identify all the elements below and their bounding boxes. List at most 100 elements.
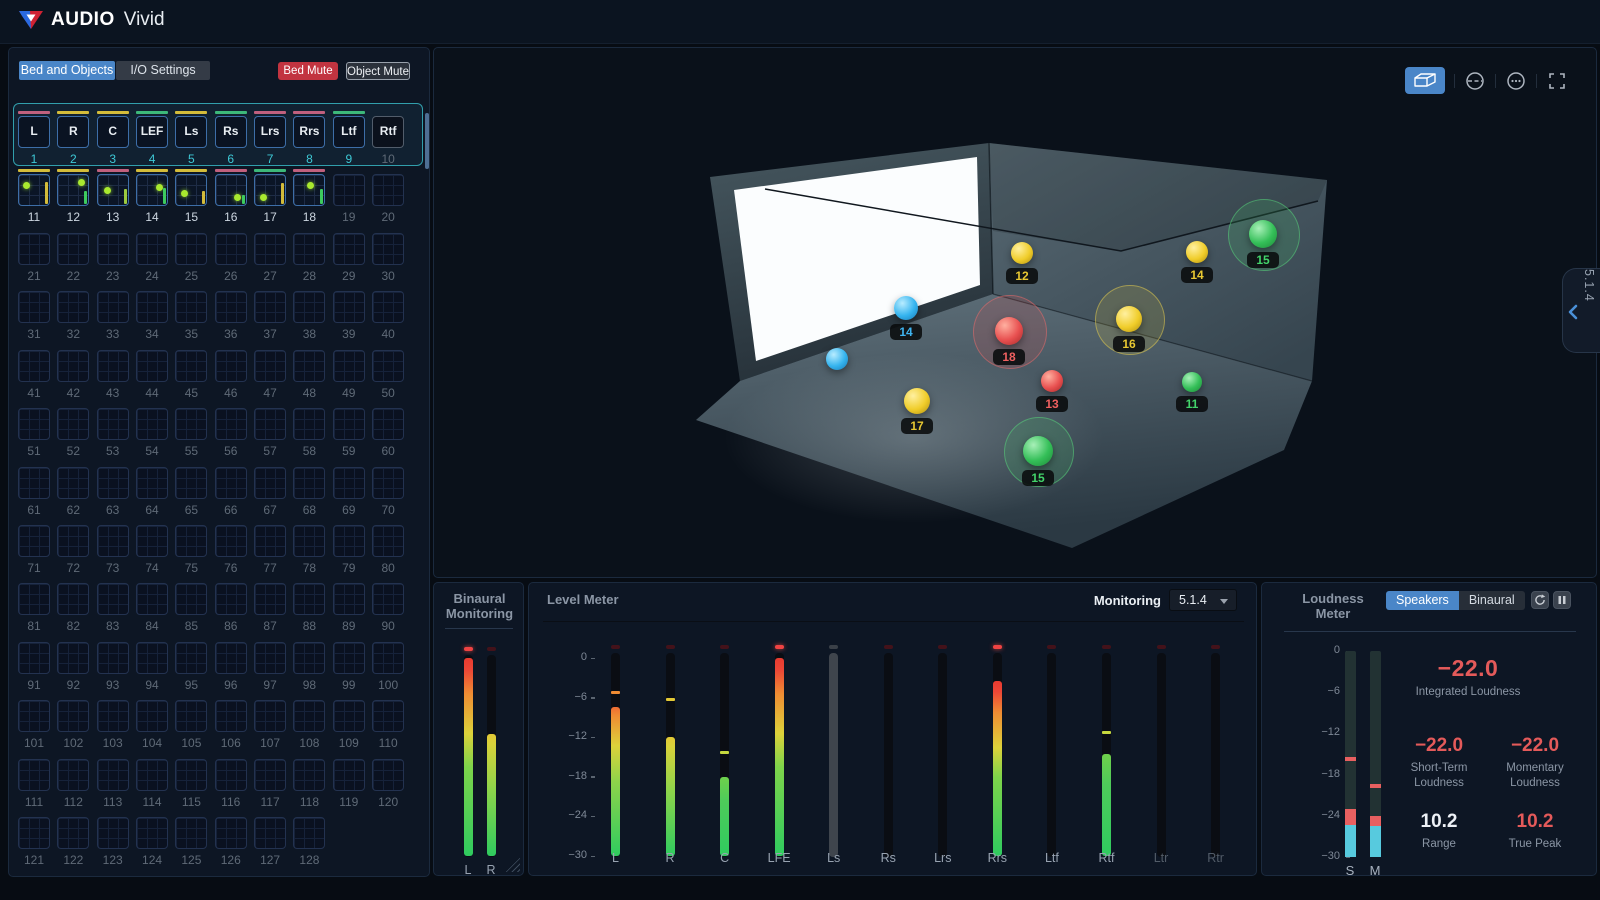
object-channel-cell[interactable]	[214, 408, 247, 441]
object-channel-cell[interactable]	[57, 641, 90, 674]
object-channel-cell[interactable]	[214, 583, 247, 616]
object-channel-cell[interactable]	[175, 641, 208, 674]
object-channel-cell[interactable]	[214, 174, 247, 207]
object-channel-cell[interactable]	[57, 817, 90, 850]
object-channel-cell[interactable]	[96, 758, 129, 791]
object-channel-cell[interactable]	[175, 291, 208, 324]
bed-mute-button[interactable]: Bed Mute	[278, 62, 338, 80]
bed-channel-L[interactable]: L	[18, 116, 50, 148]
object-channel-cell[interactable]	[136, 700, 169, 733]
audio-object-sphere[interactable]	[1249, 220, 1277, 248]
object-channel-cell[interactable]	[293, 174, 326, 207]
audio-object-sphere[interactable]	[1186, 241, 1208, 263]
object-channel-cell[interactable]	[293, 758, 326, 791]
object-channel-cell[interactable]	[293, 232, 326, 265]
bed-channel-LEF[interactable]: LEF	[136, 116, 169, 148]
bed-channel-Ls[interactable]: Ls	[175, 116, 208, 148]
object-channel-cell[interactable]	[96, 466, 129, 499]
object-channel-cell[interactable]	[57, 466, 90, 499]
object-channel-cell[interactable]	[372, 349, 405, 382]
more-button[interactable]	[1505, 71, 1527, 91]
object-channel-cell[interactable]	[372, 232, 405, 265]
room-3d-view[interactable]: 12 14 18 13 17 15 14 15 16 11	[433, 47, 1597, 578]
object-channel-cell[interactable]	[214, 817, 247, 850]
object-channel-cell[interactable]	[175, 466, 208, 499]
object-channel-cell[interactable]	[175, 408, 208, 441]
object-channel-cell[interactable]	[96, 232, 129, 265]
object-channel-cell[interactable]	[136, 174, 169, 207]
object-channel-cell[interactable]	[96, 291, 129, 324]
object-channel-cell[interactable]	[254, 583, 287, 616]
object-channel-cell[interactable]	[293, 641, 326, 674]
audio-object-sphere[interactable]	[904, 388, 930, 414]
grid-scrollbar[interactable]	[425, 113, 429, 169]
audio-object-sphere[interactable]	[894, 296, 918, 320]
object-channel-cell[interactable]	[57, 408, 90, 441]
object-channel-cell[interactable]	[18, 232, 50, 265]
bed-channel-C[interactable]: C	[96, 116, 129, 148]
object-channel-cell[interactable]	[18, 466, 50, 499]
room-view-button[interactable]	[1405, 67, 1445, 94]
audio-object-sphere[interactable]	[1023, 436, 1053, 466]
object-channel-cell[interactable]	[332, 641, 365, 674]
object-channel-cell[interactable]	[175, 817, 208, 850]
object-channel-cell[interactable]	[332, 291, 365, 324]
audio-object-sphere[interactable]	[1116, 306, 1142, 332]
object-channel-cell[interactable]	[214, 291, 247, 324]
object-channel-cell[interactable]	[293, 700, 326, 733]
audio-object-sphere[interactable]	[1182, 372, 1202, 392]
object-channel-cell[interactable]	[214, 232, 247, 265]
object-channel-cell[interactable]	[254, 174, 287, 207]
object-channel-cell[interactable]	[254, 524, 287, 557]
object-channel-cell[interactable]	[57, 232, 90, 265]
object-channel-cell[interactable]	[372, 174, 405, 207]
object-channel-cell[interactable]	[332, 758, 365, 791]
object-channel-cell[interactable]	[57, 583, 90, 616]
object-channel-cell[interactable]	[332, 466, 365, 499]
object-channel-cell[interactable]	[214, 700, 247, 733]
object-channel-cell[interactable]	[293, 524, 326, 557]
object-channel-cell[interactable]	[96, 641, 129, 674]
object-channel-cell[interactable]	[175, 174, 208, 207]
object-channel-cell[interactable]	[254, 466, 287, 499]
object-channel-cell[interactable]	[214, 524, 247, 557]
object-channel-cell[interactable]	[136, 349, 169, 382]
object-channel-cell[interactable]	[18, 291, 50, 324]
object-channel-cell[interactable]	[136, 408, 169, 441]
object-channel-cell[interactable]	[18, 408, 50, 441]
audio-object-sphere[interactable]	[826, 348, 848, 370]
reset-loudness-button[interactable]	[1531, 591, 1549, 609]
object-channel-cell[interactable]	[136, 466, 169, 499]
object-channel-cell[interactable]	[18, 817, 50, 850]
object-channel-cell[interactable]	[136, 524, 169, 557]
toggle-binaural[interactable]: Binaural	[1458, 591, 1525, 610]
bed-channel-Rtf[interactable]: Rtf	[372, 116, 405, 148]
object-channel-cell[interactable]	[293, 408, 326, 441]
object-channel-cell[interactable]	[136, 817, 169, 850]
object-channel-cell[interactable]	[18, 758, 50, 791]
object-channel-cell[interactable]	[18, 700, 50, 733]
object-channel-cell[interactable]	[293, 291, 326, 324]
bed-channel-Rrs[interactable]: Rrs	[293, 116, 326, 148]
object-channel-cell[interactable]	[57, 758, 90, 791]
object-channel-cell[interactable]	[293, 583, 326, 616]
object-channel-cell[interactable]	[332, 232, 365, 265]
object-channel-cell[interactable]	[372, 524, 405, 557]
object-channel-cell[interactable]	[254, 641, 287, 674]
object-channel-cell[interactable]	[214, 349, 247, 382]
object-channel-cell[interactable]	[214, 641, 247, 674]
object-channel-cell[interactable]	[175, 583, 208, 616]
bed-channel-Rs[interactable]: Rs	[214, 116, 247, 148]
object-channel-cell[interactable]	[57, 524, 90, 557]
object-channel-cell[interactable]	[254, 758, 287, 791]
object-channel-cell[interactable]	[332, 524, 365, 557]
object-channel-cell[interactable]	[254, 700, 287, 733]
object-channel-cell[interactable]	[175, 232, 208, 265]
object-channel-cell[interactable]	[254, 291, 287, 324]
object-channel-cell[interactable]	[254, 232, 287, 265]
bed-channel-R[interactable]: R	[57, 116, 90, 148]
monitoring-layout-side-tab[interactable]: 5.1.4	[1562, 268, 1600, 353]
bed-channel-Ltf[interactable]: Ltf	[332, 116, 365, 148]
object-channel-cell[interactable]	[372, 758, 405, 791]
object-channel-cell[interactable]	[18, 583, 50, 616]
